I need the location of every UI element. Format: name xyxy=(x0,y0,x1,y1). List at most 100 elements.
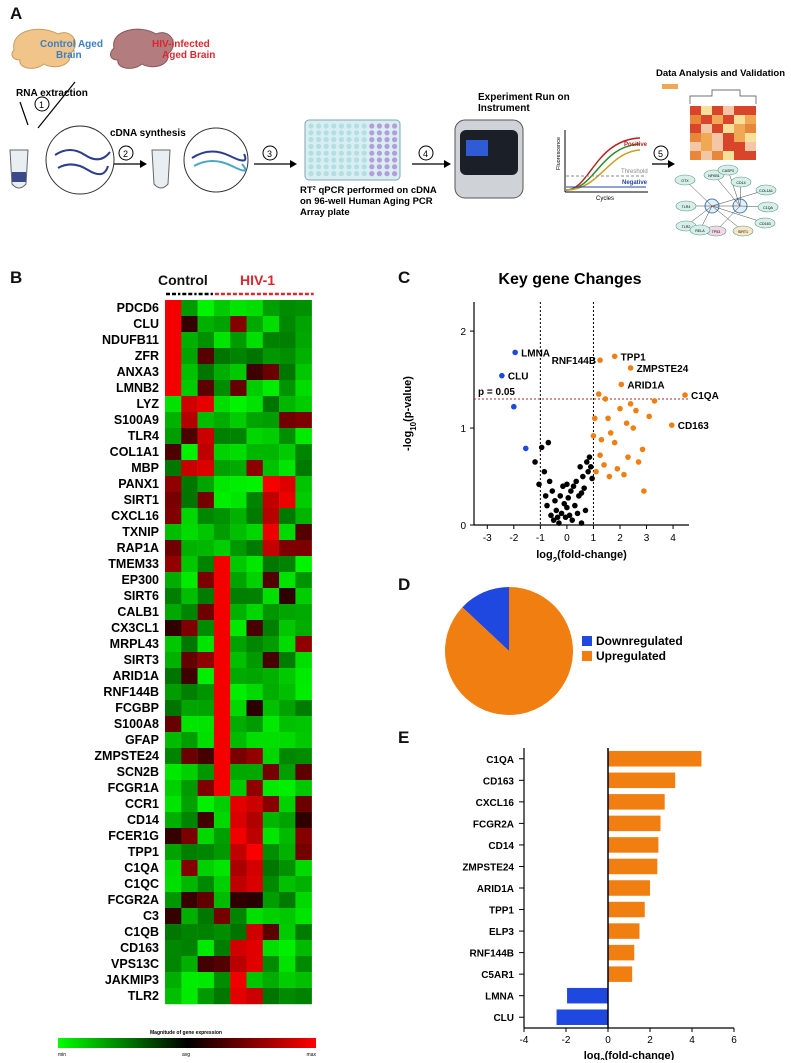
plate-well xyxy=(392,137,398,143)
group-hiv-label: HIV-1 xyxy=(240,272,276,288)
bar-category-label: ZMPSTE24 xyxy=(462,862,514,873)
heatmap-cell xyxy=(279,316,296,333)
volcano-point-ns xyxy=(536,481,542,488)
mini-heatmap-cell xyxy=(745,142,756,151)
plate-well xyxy=(376,143,382,149)
volcano-point-up xyxy=(630,425,637,431)
heatmap-cell xyxy=(213,732,231,749)
heatmap-cell xyxy=(295,956,312,973)
heatmap-cell xyxy=(165,812,182,829)
heatmap-cell xyxy=(279,492,296,509)
legend-label: Upregulated xyxy=(596,649,666,663)
heatmap-cell xyxy=(165,924,182,941)
plate-well xyxy=(376,150,382,156)
plate-well xyxy=(376,171,382,177)
plate-well xyxy=(346,150,352,156)
plate-well xyxy=(354,157,360,163)
network-node xyxy=(717,164,739,176)
cycles-label: Cycles xyxy=(596,196,614,202)
pie-slice-downregulated xyxy=(462,587,510,651)
panel-a-letter: A xyxy=(10,4,23,23)
heatmap-cell xyxy=(246,876,263,893)
heatmap-cell xyxy=(197,860,215,877)
bar-x-axis-label: log2(fold-change) xyxy=(584,1050,675,1060)
volcano-point-up xyxy=(602,396,609,402)
heatmap-cell xyxy=(279,764,296,781)
plate-well xyxy=(308,164,314,170)
plate-well xyxy=(354,143,360,149)
heatmap-cell xyxy=(246,428,263,445)
x-tick-label: -1 xyxy=(536,533,545,544)
heatmap-cell xyxy=(197,924,215,941)
heatmap-cell xyxy=(197,748,215,765)
network-node-label: NFKB1 xyxy=(708,174,720,178)
heatmap-cell xyxy=(262,476,280,493)
heatmap-cell xyxy=(213,428,231,445)
heatmap-gene-label: C1QA xyxy=(124,861,159,875)
heatmap-cell xyxy=(181,924,198,941)
plate-well xyxy=(392,130,398,136)
heatmap-cell xyxy=(230,652,247,669)
bar-category-label: LMNA xyxy=(485,992,514,1003)
heatmap-cell xyxy=(213,396,231,413)
heatmap-cell xyxy=(197,396,215,413)
heatmap-cell xyxy=(197,300,215,317)
heatmap-cell xyxy=(230,444,247,461)
heatmap-cell xyxy=(213,540,231,557)
heatmap-gene-label: LMNB2 xyxy=(116,381,159,395)
heatmap-cell xyxy=(262,812,280,829)
heatmap-cell xyxy=(165,332,182,349)
x-tick-label: 4 xyxy=(670,533,676,544)
plate-well xyxy=(316,150,322,156)
heatmap-gene-label: MBP xyxy=(131,461,159,475)
plate-well xyxy=(384,150,390,156)
heatmap-cell xyxy=(262,428,280,445)
heatmap-gene-label: C1QB xyxy=(124,925,159,939)
heatmap-cell xyxy=(197,508,215,525)
network-node-label: OTX xyxy=(681,179,689,183)
heatmap-cell xyxy=(295,796,312,813)
heatmap-cell xyxy=(262,604,280,621)
plate-well xyxy=(354,171,360,177)
heatmap-cell xyxy=(246,508,263,525)
heatmap-gene-label: PDCD6 xyxy=(117,301,159,315)
heatmap-cell xyxy=(213,668,231,685)
heatmap-cell xyxy=(279,444,296,461)
heatmap-cell xyxy=(295,876,312,893)
volcano-point-ns xyxy=(548,512,554,519)
plate-well xyxy=(331,123,337,129)
volcano-point-ns xyxy=(581,485,587,491)
heatmap-cell xyxy=(230,956,247,973)
heatmap-cell xyxy=(295,748,312,765)
volcano-point-up xyxy=(597,452,603,458)
heatmap-cell xyxy=(279,540,296,557)
plate-well xyxy=(346,143,352,149)
plate-well xyxy=(369,137,375,143)
heatmap-cell xyxy=(295,300,312,317)
heatmap-cell xyxy=(295,972,312,989)
group-control-label: Control xyxy=(158,272,208,288)
heatmap-cell xyxy=(262,780,280,797)
heatmap-cell xyxy=(197,940,215,957)
volcano-point-ns xyxy=(569,517,576,523)
heatmap-cell xyxy=(295,892,312,909)
step-2: 2 xyxy=(123,149,128,159)
network-node-label: SIRT1 xyxy=(738,230,748,234)
heatmap-cell xyxy=(181,988,198,1005)
y-axis-label: -log10(p-value) xyxy=(402,376,418,451)
heatmap-cell xyxy=(230,556,247,573)
heatmap-cell xyxy=(213,652,231,669)
heatmap-cell xyxy=(279,796,296,813)
volcano-point-ns xyxy=(582,507,589,514)
heatmap-cell xyxy=(181,956,198,973)
heatmap-cell xyxy=(295,588,312,605)
plate-well xyxy=(354,123,360,129)
heatmap-cell xyxy=(181,508,198,525)
bar-category-label: ARID1A xyxy=(477,884,514,895)
network-node xyxy=(732,225,754,237)
heatmap-cell xyxy=(246,652,263,669)
heatmap-cell xyxy=(230,668,247,685)
heatmap-cell xyxy=(295,444,312,461)
volcano-point-ns xyxy=(550,517,557,523)
heatmap-cell xyxy=(197,972,215,989)
